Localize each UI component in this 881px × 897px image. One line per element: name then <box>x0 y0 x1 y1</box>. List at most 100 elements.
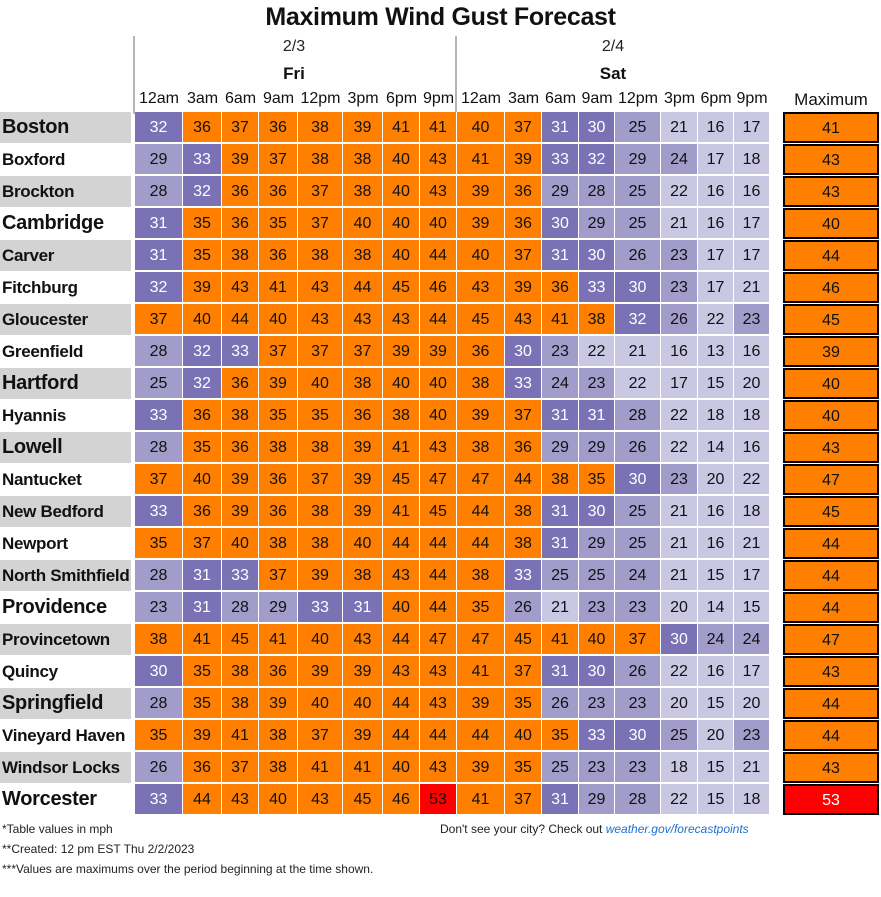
hour-label: 6pm <box>385 90 418 107</box>
gust-cell: 37 <box>222 112 259 143</box>
gust-cell: 37 <box>298 464 343 495</box>
gust-cell: 25 <box>135 368 183 399</box>
hour-label: 3am <box>507 90 540 107</box>
gust-cell: 43 <box>383 656 420 687</box>
gust-cell: 24 <box>542 368 579 399</box>
gust-cell: 37 <box>222 752 259 783</box>
gust-cell: 36 <box>259 240 298 271</box>
gust-cell: 36 <box>183 752 222 783</box>
gust-cell: 36 <box>505 208 542 239</box>
gust-cell: 33 <box>222 336 259 367</box>
gust-cell: 47 <box>420 464 457 495</box>
gust-cell: 43 <box>343 624 383 655</box>
gust-cell: 18 <box>698 400 734 431</box>
gust-cell: 28 <box>135 688 183 719</box>
day-divider-mid <box>455 36 457 114</box>
gust-cell: 16 <box>698 656 734 687</box>
gust-cell: 36 <box>183 112 222 143</box>
gust-cell: 39 <box>222 496 259 527</box>
gust-cell: 40 <box>383 752 420 783</box>
gust-cell: 40 <box>420 368 457 399</box>
gust-cell: 33 <box>505 368 542 399</box>
gust-cell: 38 <box>222 400 259 431</box>
gust-cell: 41 <box>457 784 505 815</box>
gust-cell: 32 <box>183 368 222 399</box>
forecastpoints-link[interactable]: weather.gov/forecastpoints <box>605 822 749 836</box>
gust-cell: 26 <box>505 592 542 623</box>
gust-cell: 40 <box>298 688 343 719</box>
gust-cell: 41 <box>542 304 579 335</box>
gust-cell: 24 <box>661 144 698 175</box>
gust-cell: 41 <box>383 432 420 463</box>
gust-cell: 38 <box>298 496 343 527</box>
gust-cell: 35 <box>183 432 222 463</box>
gust-cell: 31 <box>183 592 222 623</box>
gust-cell: 30 <box>615 464 661 495</box>
city-lookup-note: Don't see your city? Check out weather.g… <box>440 822 749 836</box>
gust-cell: 40 <box>259 784 298 815</box>
gust-cell: 33 <box>135 496 183 527</box>
gust-cell: 43 <box>420 752 457 783</box>
city-label: New Bedford <box>0 496 131 527</box>
note-maximums: ***Values are maximums over the period b… <box>2 862 374 876</box>
gust-cell: 37 <box>505 400 542 431</box>
gust-cell: 36 <box>259 176 298 207</box>
gust-cell: 17 <box>734 112 770 143</box>
gust-cell: 41 <box>542 624 579 655</box>
gust-cell: 32 <box>183 336 222 367</box>
gust-cell: 40 <box>457 240 505 271</box>
gust-cell: 37 <box>505 784 542 815</box>
gust-cell: 45 <box>505 624 542 655</box>
gust-cell: 31 <box>542 784 579 815</box>
gust-cell: 17 <box>698 240 734 271</box>
gust-cell: 20 <box>698 464 734 495</box>
gust-cell: 39 <box>259 368 298 399</box>
hour-label: 12pm <box>300 90 341 107</box>
gust-cell: 41 <box>457 144 505 175</box>
gust-cell: 15 <box>698 368 734 399</box>
gust-cell: 33 <box>579 720 615 751</box>
gust-cell: 37 <box>135 304 183 335</box>
gust-cell: 35 <box>505 688 542 719</box>
gust-cell: 43 <box>298 784 343 815</box>
gust-cell: 38 <box>298 528 343 559</box>
max-cell: 47 <box>783 624 879 655</box>
gust-cell: 44 <box>457 528 505 559</box>
gust-cell: 36 <box>505 432 542 463</box>
gust-cell: 16 <box>698 112 734 143</box>
gust-cell: 38 <box>298 144 343 175</box>
gust-cell: 33 <box>183 144 222 175</box>
gust-cell: 30 <box>579 656 615 687</box>
gust-cell: 35 <box>183 688 222 719</box>
gust-cell: 25 <box>542 752 579 783</box>
gust-cell: 23 <box>542 336 579 367</box>
note-created: **Created: 12 pm EST Thu 2/2/2023 <box>2 842 195 856</box>
gust-cell: 38 <box>542 464 579 495</box>
gust-cell: 20 <box>661 688 698 719</box>
city-label: Cambridge <box>2 212 104 234</box>
gust-cell: 45 <box>420 496 457 527</box>
gust-cell: 40 <box>383 144 420 175</box>
hour-label: 9pm <box>736 90 768 107</box>
city-label: Gloucester <box>0 304 131 335</box>
gust-cell: 17 <box>661 368 698 399</box>
gust-cell: 44 <box>420 528 457 559</box>
gust-cell: 36 <box>222 368 259 399</box>
gust-cell: 39 <box>505 272 542 303</box>
gust-cell: 21 <box>661 528 698 559</box>
gust-cell: 43 <box>343 304 383 335</box>
gust-cell: 35 <box>259 208 298 239</box>
gust-cell: 37 <box>298 720 343 751</box>
gust-cell: 38 <box>457 368 505 399</box>
gust-cell: 33 <box>135 400 183 431</box>
gust-cell: 33 <box>222 560 259 591</box>
day-date-1: 2/3 <box>282 38 306 55</box>
gust-cell: 29 <box>579 208 615 239</box>
gust-cell: 28 <box>222 592 259 623</box>
max-cell: 44 <box>783 528 879 559</box>
gust-cell: 43 <box>420 656 457 687</box>
gust-cell: 22 <box>579 336 615 367</box>
gust-cell: 23 <box>734 720 770 751</box>
max-cell: 43 <box>783 144 879 175</box>
gust-cell: 21 <box>661 112 698 143</box>
